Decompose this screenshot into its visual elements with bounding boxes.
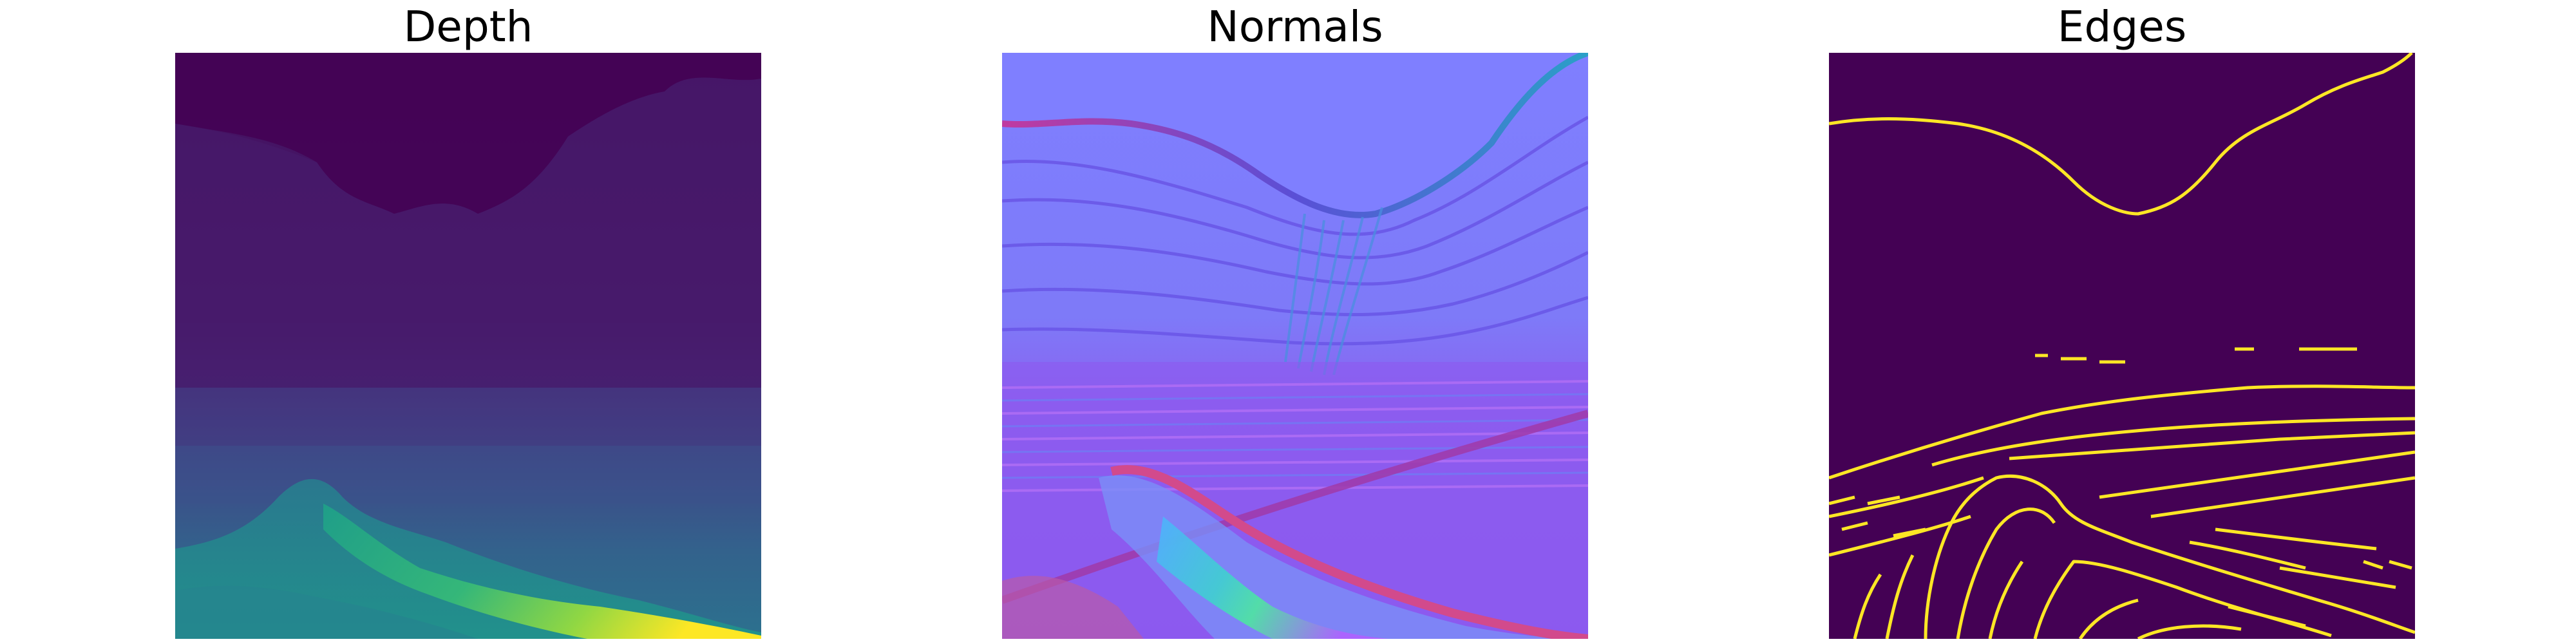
normals-image [1002,53,1588,639]
normals-title: Normals [1207,2,1383,52]
edges-title: Edges [2057,2,2187,52]
depth-panel: Depth [175,0,761,644]
edges-image [1829,53,2415,639]
depth-title: Depth [403,2,533,52]
normals-panel: Normals [1002,0,1588,644]
depth-image [175,53,761,639]
edges-panel: Edges [1829,0,2415,644]
